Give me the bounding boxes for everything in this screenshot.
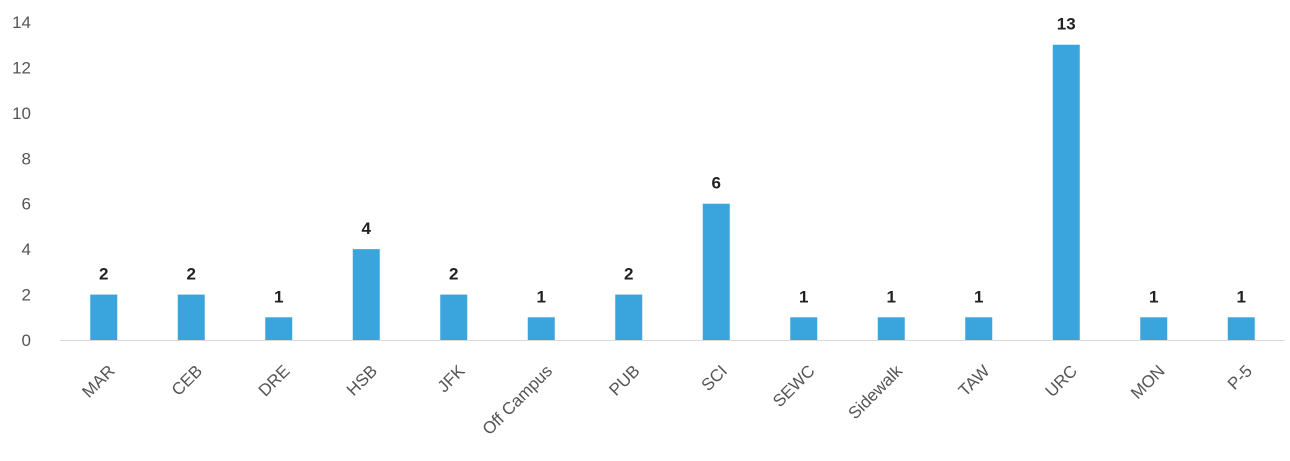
data-label: 4 <box>362 219 372 238</box>
x-tick-label: CEB <box>168 361 206 399</box>
bar-urc <box>1052 44 1080 340</box>
x-tick-label: SEWC <box>769 361 818 410</box>
x-tick-label: MON <box>1127 361 1168 402</box>
x-tick-label: PUB <box>605 361 643 399</box>
bar-p-5 <box>1227 317 1255 340</box>
bar-off-campus <box>527 317 555 340</box>
bar-hsb <box>352 249 380 340</box>
data-label: 1 <box>974 287 983 306</box>
y-tick-label: 0 <box>22 331 31 350</box>
data-label: 1 <box>887 287 896 306</box>
data-label: 1 <box>1149 287 1158 306</box>
y-tick-label: 14 <box>12 13 31 32</box>
bar-mar <box>90 294 118 340</box>
bar-sewc <box>790 317 818 340</box>
y-tick-label: 4 <box>22 240 31 259</box>
data-label: 1 <box>274 287 283 306</box>
x-tick-label: MAR <box>78 361 118 401</box>
x-tick-label: HSB <box>343 361 381 399</box>
bar-taw <box>965 317 993 340</box>
data-label: 2 <box>99 265 108 284</box>
y-tick-label: 8 <box>22 149 31 168</box>
data-label: 1 <box>799 287 808 306</box>
data-label: 2 <box>187 265 196 284</box>
y-tick-label: 6 <box>22 195 31 214</box>
y-tick-label: 10 <box>12 104 31 123</box>
bar-ceb <box>177 294 205 340</box>
bars <box>90 44 1255 340</box>
x-tick-label: TAW <box>955 361 994 400</box>
x-tick-label: URC <box>1042 361 1081 400</box>
data-label: 1 <box>537 287 546 306</box>
bar-pub <box>615 294 643 340</box>
bar-sci <box>702 203 730 340</box>
bar-sidewalk <box>877 317 905 340</box>
bar-mon <box>1140 317 1168 340</box>
data-label: 1 <box>1237 287 1246 306</box>
bar-dre <box>265 317 293 340</box>
x-tick-label: JFK <box>434 361 469 396</box>
data-label: 13 <box>1057 15 1076 34</box>
data-label: 2 <box>624 265 633 284</box>
x-tick-label: Off Campus <box>479 361 556 438</box>
y-tick-label: 2 <box>22 286 31 305</box>
x-tick-label: DRE <box>255 361 294 400</box>
y-axis: 0 2 4 6 8 10 12 14 <box>12 13 31 350</box>
data-label: 2 <box>449 265 458 284</box>
x-tick-label: Sidewalk <box>845 361 907 423</box>
bar-jfk <box>440 294 468 340</box>
data-label: 6 <box>712 174 721 193</box>
x-tick-label: SCI <box>698 361 731 394</box>
x-tick-label: P-5 <box>1224 361 1256 393</box>
y-tick-label: 12 <box>12 58 31 77</box>
x-axis-tick-labels: MAR CEB DRE HSB JFK Off Campus PUB SCI SEWC Sidew… <box>78 361 1256 439</box>
data-labels: 2 2 1 4 2 1 2 6 1 1 1 13 1 1 <box>99 15 1246 307</box>
